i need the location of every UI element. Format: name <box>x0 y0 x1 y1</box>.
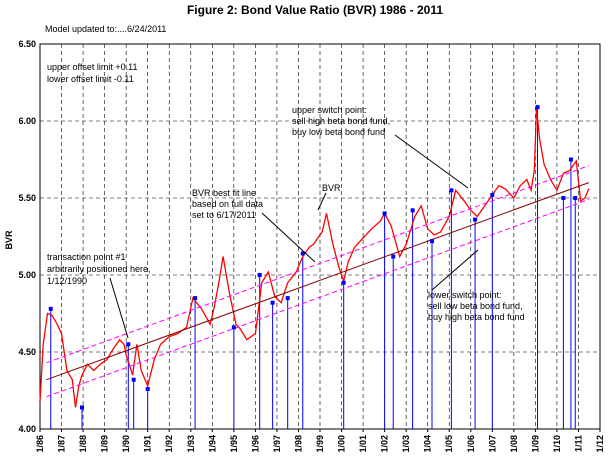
transaction-point <box>270 300 275 305</box>
x-tick-label: 1/92 <box>164 435 174 453</box>
annotation-tp-3: 1/12/1990 <box>47 276 87 286</box>
x-tick-label: 1/86 <box>35 435 45 453</box>
x-tick-label: 1/12 <box>595 435 605 453</box>
transaction-point <box>126 342 131 347</box>
annotation-fit-1: BVR best fit line <box>192 188 256 198</box>
y-tick-label: 4.00 <box>18 424 36 434</box>
x-tick-label: 1/89 <box>100 435 110 453</box>
annotation-lower-switch-2: sell low beta bond fund, <box>428 301 523 311</box>
x-tick-label: 1/87 <box>57 435 67 453</box>
transaction-point <box>490 192 495 197</box>
transaction-point <box>145 386 150 391</box>
x-tick-label: 1/11 <box>573 435 583 452</box>
transaction-point <box>473 217 478 222</box>
upper-offset-line <box>46 165 589 364</box>
y-axis-label: BVR <box>4 230 14 250</box>
transaction-points <box>48 105 578 410</box>
annotation-lower-switch-1: lower switch point: <box>428 290 502 300</box>
annotation-tp-2: arbitrarily positioned here, <box>47 264 151 274</box>
x-tick-label: 1/09 <box>530 435 540 453</box>
y-tick-label: 6.00 <box>18 116 36 126</box>
y-tick-label: 5.00 <box>18 270 36 280</box>
annotation-bvr: BVR <box>322 183 341 193</box>
x-tick-label: 1/04 <box>423 435 433 453</box>
transaction-point <box>573 196 578 200</box>
best-fit-line <box>46 182 589 381</box>
transaction-point <box>561 196 566 200</box>
annotation-fit-2: based on full data <box>192 199 263 209</box>
transaction-point <box>391 254 396 259</box>
annotation-lower-offset: lower offset limit -0.11 <box>47 74 134 84</box>
x-tick-label: 1/94 <box>207 435 217 453</box>
transaction-point <box>48 306 53 311</box>
chart-title: Figure 2: Bond Value Ratio (BVR) 1986 - … <box>187 3 443 17</box>
transaction-point <box>80 405 84 410</box>
y-tick-label: 4.50 <box>18 347 36 357</box>
x-tick-label: 1/96 <box>250 435 260 453</box>
x-tick-label: 1/99 <box>315 435 325 453</box>
x-tick-label: 1/95 <box>229 435 239 453</box>
bvr-series-line <box>39 108 590 408</box>
annotation-tp-1: transaction point #1 <box>47 252 126 262</box>
annotation-arrows <box>109 134 479 339</box>
annotation-upper-switch-3: buy low beta bond fund <box>292 127 385 137</box>
annotation-upper-offset: upper offset limit +0.11 <box>47 62 137 72</box>
arrow-transaction-1 <box>109 277 129 339</box>
x-tick-label: 1/06 <box>466 435 476 453</box>
transaction-point <box>193 296 198 301</box>
arrow-fit-line <box>261 212 316 263</box>
arrow-upper-switch <box>394 134 469 189</box>
annotation-lower-switch-3: buy high beta bond fund <box>428 312 525 322</box>
x-tick-label: 1/90 <box>121 435 131 453</box>
series-lines <box>39 108 590 408</box>
transaction-point <box>568 157 573 162</box>
arrow-bvr <box>317 192 327 211</box>
x-tick-label: 1/08 <box>509 435 519 453</box>
x-tick-label: 1/91 <box>143 435 153 453</box>
annotation-upper-switch-2: sell high beta bond fund, <box>292 116 390 126</box>
y-tick-label: 5.50 <box>18 193 36 203</box>
arrow-lower-switch <box>431 249 479 291</box>
transaction-point <box>300 251 305 256</box>
y-axis: 4.00 4.50 5.00 5.50 6.00 6.50 <box>18 39 36 434</box>
transaction-point <box>341 280 346 285</box>
x-tick-label: 1/01 <box>358 435 368 453</box>
transaction-point <box>535 105 540 110</box>
chart-subtitle: Model updated to:....6/24/2011 <box>45 24 166 34</box>
transaction-point <box>430 239 434 244</box>
x-tick-label: 1/00 <box>337 435 347 453</box>
x-tick-label: 1/97 <box>272 435 282 453</box>
x-tick-label: 1/98 <box>293 435 303 453</box>
x-axis: 1/86 1/87 1/88 1/89 1/90 1/91 1/92 1/93 1/94 1/95… <box>35 429 605 453</box>
x-tick-label: 1/03 <box>401 435 411 453</box>
x-tick-label: 1/07 <box>487 435 497 453</box>
transaction-point <box>285 296 290 301</box>
x-tick-label: 1/93 <box>186 435 196 453</box>
x-tick-label: 1/10 <box>552 435 562 453</box>
x-tick-label: 1/02 <box>380 435 390 453</box>
lower-offset-line <box>46 199 589 398</box>
transaction-point <box>231 325 236 330</box>
y-tick-label: 6.50 <box>18 39 36 49</box>
transaction-point <box>131 377 136 382</box>
transaction-point <box>449 188 454 193</box>
annotation-fit-3: set to 6/17/2011 <box>192 210 256 220</box>
x-tick-label: 1/88 <box>78 435 88 453</box>
transaction-point <box>257 273 262 277</box>
x-tick-label: 1/05 <box>444 435 454 453</box>
transaction-point <box>410 208 415 213</box>
annotations: upper offset limit +0.11 lower offset li… <box>47 62 525 322</box>
transaction-point <box>382 211 387 216</box>
annotation-upper-switch-1: upper switch point: <box>292 105 367 115</box>
